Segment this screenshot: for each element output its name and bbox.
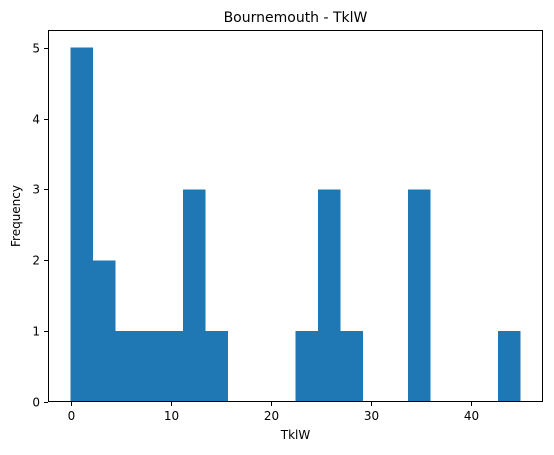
x-axis-label: TklW (280, 428, 311, 442)
histogram-bar (70, 47, 93, 403)
bars-group (70, 47, 521, 403)
y-tick-label: 3 (32, 183, 40, 197)
axes-group: 0 10 20 30 40 0 1 2 3 4 5 (32, 30, 543, 423)
y-tick-label: 4 (32, 113, 40, 127)
histogram-bar (340, 331, 363, 402)
histogram-bar (318, 189, 341, 402)
histogram-bar (160, 331, 183, 402)
histogram-bar (498, 331, 521, 402)
x-tick-label: 10 (164, 409, 179, 423)
x-tick-label: 20 (264, 409, 279, 423)
histogram-bar (408, 189, 431, 402)
histogram-bar (183, 189, 206, 402)
histogram-bar (93, 260, 116, 402)
axes-frame (48, 30, 543, 402)
histogram-bar (295, 331, 318, 402)
y-tick-label: 5 (32, 42, 40, 56)
y-tick-label: 0 (32, 396, 40, 410)
y-axis-label: Frequency (9, 185, 23, 247)
histogram-bar (205, 331, 228, 402)
y-tick-label: 1 (32, 325, 40, 339)
y-tick-label: 2 (32, 254, 40, 268)
chart-title: Bournemouth - TklW (224, 10, 368, 26)
x-tick-label: 0 (68, 409, 76, 423)
histogram-bar (115, 331, 138, 402)
x-tick-label: 30 (364, 409, 379, 423)
x-tick-label: 40 (464, 409, 479, 423)
histogram-bar (138, 331, 161, 402)
